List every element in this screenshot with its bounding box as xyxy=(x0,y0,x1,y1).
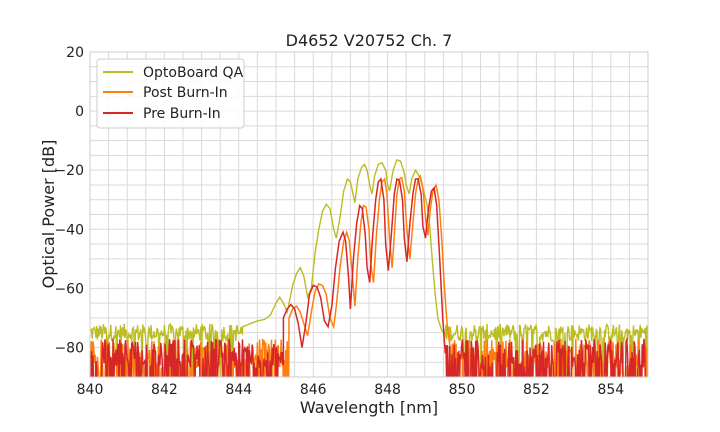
y-tick-label: −20 xyxy=(54,163,84,179)
legend-label-post-burn-in: Post Burn-In xyxy=(143,85,228,101)
legend: OptoBoard QA Post Burn-In Pre Burn-In xyxy=(96,58,245,129)
x-axis-label: Wavelength [nm] xyxy=(300,398,438,417)
y-tick-label: 20 xyxy=(66,45,84,61)
plot-frame xyxy=(89,51,649,378)
x-tick-label: 840 xyxy=(77,382,104,398)
x-tick-label: 846 xyxy=(300,382,327,398)
x-tick-label: 852 xyxy=(523,382,550,398)
y-tick-label: −40 xyxy=(54,222,84,238)
series-line-pre-burn-in xyxy=(90,177,646,377)
y-tick-label: 0 xyxy=(75,104,84,120)
x-tick-label: 842 xyxy=(151,382,178,398)
x-tick-label: 854 xyxy=(597,382,624,398)
legend-label-pre-burn-in: Pre Burn-In xyxy=(143,106,221,122)
chart-title: D4652 V20752 Ch. 7 xyxy=(286,31,453,50)
legend-box xyxy=(96,58,245,129)
series-layer xyxy=(90,158,648,377)
x-tick-label: 848 xyxy=(374,382,401,398)
y-axis-label: Optical Power [dB] xyxy=(39,140,58,289)
x-tick-label: 850 xyxy=(449,382,476,398)
legend-label-optoboard-qa: OptoBoard QA xyxy=(143,65,244,81)
x-tick-label: 844 xyxy=(225,382,252,398)
x-tick-labels: 840 842 844 846 848 850 852 854 xyxy=(77,382,625,398)
y-tick-label: −60 xyxy=(54,281,84,297)
y-tick-labels: 20 0 −20 −40 −60 −80 xyxy=(54,45,84,356)
y-tick-label: −80 xyxy=(54,340,84,356)
